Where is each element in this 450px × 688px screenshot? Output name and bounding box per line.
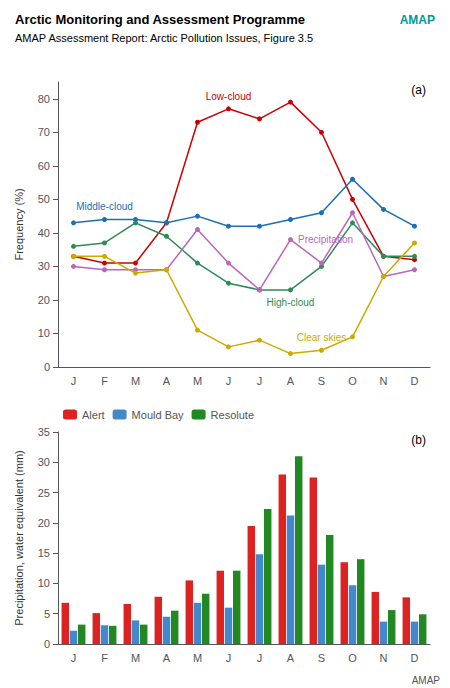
svg-text:20: 20 [38, 294, 50, 306]
svg-text:S: S [318, 375, 325, 387]
svg-text:0: 0 [44, 361, 50, 373]
svg-text:Arctic Monitoring and Assessme: Arctic Monitoring and Assessment Program… [15, 12, 305, 27]
svg-text:Resolute: Resolute [211, 409, 254, 421]
svg-text:70: 70 [38, 126, 50, 138]
svg-text:25: 25 [38, 487, 50, 499]
svg-text:30: 30 [38, 456, 50, 468]
svg-text:N: N [380, 375, 388, 387]
svg-text:Low-cloud: Low-cloud [206, 91, 252, 102]
svg-text:O: O [348, 652, 357, 664]
svg-text:60: 60 [38, 160, 50, 172]
svg-text:A: A [163, 375, 171, 387]
svg-text:A: A [163, 652, 171, 664]
svg-text:M: M [131, 375, 140, 387]
svg-text:20: 20 [38, 517, 50, 529]
svg-text:AMAP: AMAP [412, 675, 441, 686]
svg-text:J: J [226, 652, 232, 664]
svg-text:Frequency (%): Frequency (%) [13, 188, 25, 260]
svg-text:J: J [71, 375, 77, 387]
svg-text:40: 40 [38, 227, 50, 239]
svg-text:10: 10 [38, 577, 50, 589]
svg-text:M: M [193, 375, 202, 387]
svg-text:J: J [226, 375, 232, 387]
svg-text:50: 50 [38, 193, 50, 205]
svg-text:F: F [101, 652, 108, 664]
svg-text:Clear skies: Clear skies [297, 332, 346, 343]
svg-text:A: A [287, 375, 295, 387]
svg-text:N: N [380, 652, 388, 664]
svg-text:M: M [193, 652, 202, 664]
svg-text:(b): (b) [411, 433, 426, 447]
svg-text:35: 35 [38, 426, 50, 438]
svg-text:J: J [257, 652, 263, 664]
svg-text:F: F [101, 375, 108, 387]
svg-text:High-cloud: High-cloud [267, 297, 315, 308]
svg-text:30: 30 [38, 260, 50, 272]
svg-text:Precipitation, water equivalen: Precipitation, water equivalent (mm) [13, 450, 25, 625]
svg-text:(a): (a) [411, 83, 426, 97]
svg-text:Middle-cloud: Middle-cloud [76, 201, 133, 212]
svg-text:A: A [287, 652, 295, 664]
svg-text:M: M [131, 652, 140, 664]
svg-text:D: D [411, 375, 419, 387]
svg-text:15: 15 [38, 547, 50, 559]
svg-text:Alert: Alert [82, 409, 105, 421]
svg-text:J: J [257, 375, 263, 387]
svg-text:J: J [71, 652, 77, 664]
svg-text:0: 0 [44, 638, 50, 650]
svg-text:O: O [348, 375, 357, 387]
svg-text:10: 10 [38, 327, 50, 339]
svg-text:S: S [318, 652, 325, 664]
svg-text:Mould Bay: Mould Bay [132, 409, 184, 421]
svg-text:Precipitation: Precipitation [298, 234, 353, 245]
svg-text:D: D [411, 652, 419, 664]
svg-text:AMAP Assessment Report: Arctic: AMAP Assessment Report: Arctic Pollution… [15, 32, 313, 44]
svg-text:5: 5 [44, 608, 50, 620]
svg-text:80: 80 [38, 93, 50, 105]
svg-text:AMAP: AMAP [400, 13, 435, 27]
